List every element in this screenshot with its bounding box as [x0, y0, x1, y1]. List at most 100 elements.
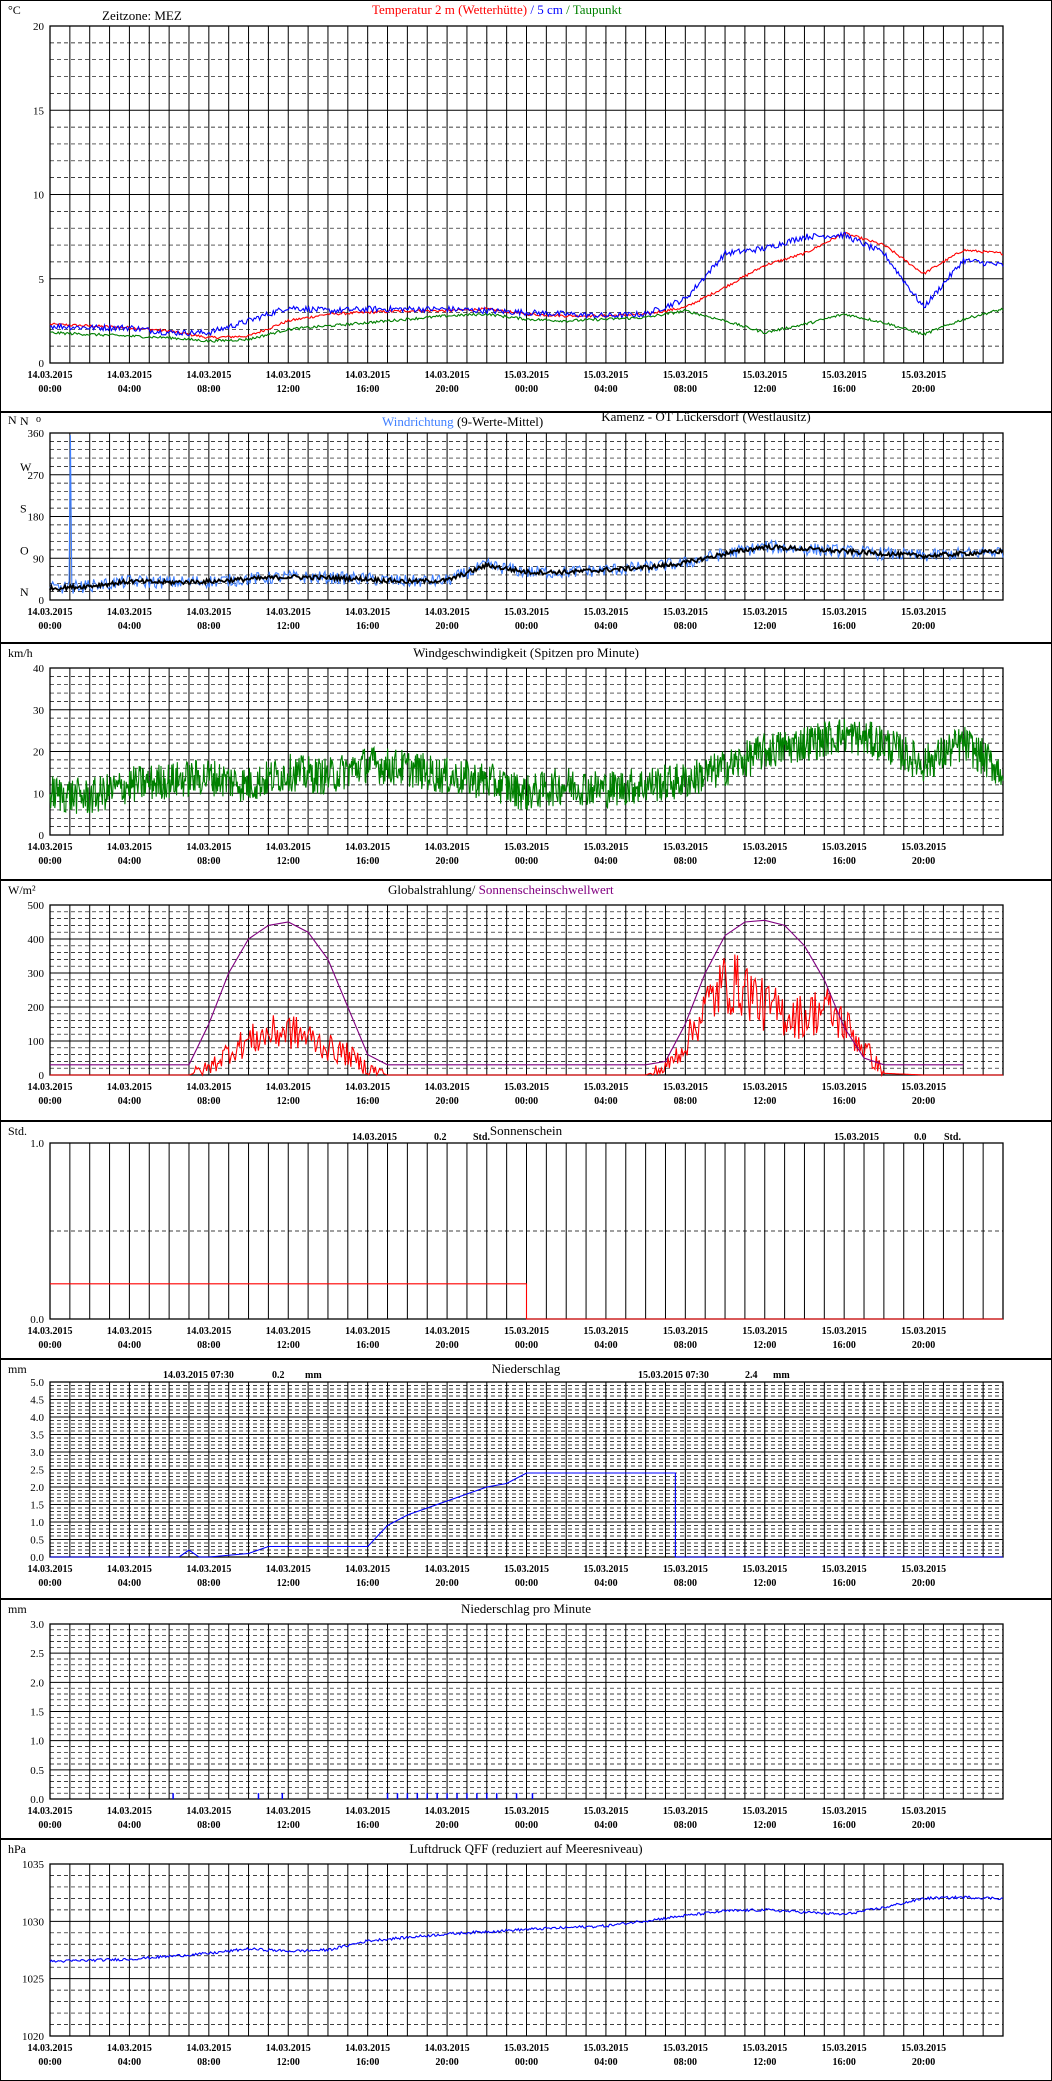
- series-line: [49, 1895, 1003, 1963]
- unit-label: N: [8, 413, 17, 427]
- x-tick-time: 08:00: [674, 856, 697, 867]
- x-tick-date: 15.03.2015: [663, 607, 708, 618]
- x-tick-date: 14.03.2015: [345, 1082, 390, 1093]
- x-tick-time: 08:00: [674, 1820, 697, 1831]
- x-tick-time: 20:00: [435, 2057, 458, 2068]
- y-tick-label: 0.0: [30, 1794, 44, 1806]
- x-tick-time: 12:00: [753, 1096, 776, 1107]
- y-tick-label: 5.0: [30, 1377, 44, 1389]
- series-line: [49, 307, 1004, 343]
- x-tick-date: 15.03.2015: [822, 2043, 867, 2054]
- x-tick-date: 14.03.2015: [28, 1806, 73, 1817]
- y-tick-label: 360: [28, 428, 45, 440]
- y-tick-label: 0.0: [30, 1552, 44, 1564]
- x-tick-time: 20:00: [435, 1820, 458, 1831]
- chart-title: Niederschlag pro Minute: [461, 1601, 591, 1616]
- x-tick-time: 20:00: [912, 1340, 935, 1351]
- y-tick-label: 1020: [22, 2031, 45, 2043]
- y-tick-label: 0: [39, 830, 45, 842]
- x-tick-time: 20:00: [435, 1096, 458, 1107]
- y-tick-label: 300: [28, 968, 45, 980]
- x-tick-date: 14.03.2015: [345, 2043, 390, 2054]
- unit-label: hPa: [8, 1842, 27, 1856]
- x-tick-time: 04:00: [594, 1340, 617, 1351]
- x-tick-time: 04:00: [118, 2057, 141, 2068]
- x-tick-time: 16:00: [832, 1096, 855, 1107]
- y-tick-label: 20: [33, 21, 45, 33]
- x-tick-date: 14.03.2015: [107, 1806, 152, 1817]
- chart-title: Windrichtung (9-Werte-Mittel): [382, 414, 543, 429]
- unit-label: mm: [8, 1602, 27, 1616]
- x-tick-time: 08:00: [197, 856, 220, 867]
- y-tick-label: 1035: [22, 1859, 45, 1871]
- x-tick-time: 12:00: [277, 384, 300, 395]
- x-tick-date: 14.03.2015: [107, 1326, 152, 1337]
- x-tick-date: 15.03.2015: [901, 2043, 946, 2054]
- chart-title: Windgeschwindigkeit (Spitzen pro Minute): [413, 645, 639, 660]
- direction-label: W: [20, 460, 32, 474]
- x-tick-time: 16:00: [832, 621, 855, 632]
- daily-total-value: 2.4: [745, 1370, 758, 1381]
- x-tick-time: 00:00: [38, 1340, 61, 1351]
- x-tick-date: 14.03.2015: [266, 2043, 311, 2054]
- x-tick-date: 15.03.2015: [504, 1806, 549, 1817]
- x-tick-time: 12:00: [277, 621, 300, 632]
- x-tick-time: 20:00: [912, 1096, 935, 1107]
- x-tick-date: 14.03.2015: [425, 842, 470, 853]
- x-tick-date: 15.03.2015: [901, 370, 946, 381]
- station-label: Kamenz - OT Lückersdorf (Westlausitz): [601, 409, 811, 424]
- x-tick-time: 04:00: [118, 384, 141, 395]
- x-tick-date: 15.03.2015: [583, 607, 628, 618]
- x-tick-time: 04:00: [594, 384, 617, 395]
- x-tick-time: 16:00: [356, 856, 379, 867]
- x-tick-time: 20:00: [912, 384, 935, 395]
- x-tick-date: 14.03.2015: [107, 842, 152, 853]
- daily-total-unit: Std.: [473, 1132, 490, 1143]
- y-tick-label: 1.5: [30, 1707, 44, 1719]
- x-tick-date: 14.03.2015: [425, 607, 470, 618]
- y-tick-label: 30: [33, 705, 45, 717]
- x-tick-time: 08:00: [674, 1096, 697, 1107]
- x-tick-date: 15.03.2015: [663, 1806, 708, 1817]
- x-tick-date: 14.03.2015: [345, 1326, 390, 1337]
- x-tick-time: 04:00: [594, 2057, 617, 2068]
- x-tick-time: 00:00: [38, 856, 61, 867]
- x-tick-date: 15.03.2015: [583, 1806, 628, 1817]
- y-tick-label: 1.0: [30, 1517, 44, 1529]
- x-tick-time: 16:00: [356, 1340, 379, 1351]
- x-tick-time: 12:00: [277, 1578, 300, 1589]
- x-tick-date: 15.03.2015: [742, 607, 787, 618]
- x-tick-date: 15.03.2015: [742, 1564, 787, 1575]
- y-tick-label: 3.0: [30, 1619, 44, 1631]
- x-tick-date: 15.03.2015: [742, 842, 787, 853]
- x-tick-time: 04:00: [118, 621, 141, 632]
- x-tick-time: 16:00: [832, 1340, 855, 1351]
- unit-label: km/h: [8, 646, 33, 660]
- x-tick-time: 04:00: [118, 1340, 141, 1351]
- x-tick-date: 14.03.2015: [28, 2043, 73, 2054]
- x-tick-date: 15.03.2015: [742, 370, 787, 381]
- x-tick-date: 14.03.2015: [266, 607, 311, 618]
- y-tick-label: 100: [28, 1036, 45, 1048]
- x-tick-date: 14.03.2015: [345, 607, 390, 618]
- x-tick-date: 15.03.2015: [742, 1806, 787, 1817]
- x-tick-date: 15.03.2015: [822, 1564, 867, 1575]
- direction-label: N: [20, 414, 29, 428]
- x-tick-date: 15.03.2015: [742, 2043, 787, 2054]
- x-tick-date: 15.03.2015: [822, 1806, 867, 1817]
- x-tick-date: 15.03.2015: [663, 2043, 708, 2054]
- x-tick-date: 14.03.2015: [345, 1806, 390, 1817]
- y-tick-label: 1.5: [30, 1500, 44, 1512]
- x-tick-date: 15.03.2015: [822, 1082, 867, 1093]
- x-tick-time: 08:00: [197, 621, 220, 632]
- x-tick-time: 20:00: [912, 2057, 935, 2068]
- plot-frame: [49, 432, 1004, 601]
- y-tick-label: 40: [33, 663, 45, 675]
- y-tick-label: 1025: [22, 1974, 45, 1986]
- x-tick-date: 15.03.2015: [583, 2043, 628, 2054]
- series-line: [49, 542, 1004, 593]
- x-tick-time: 00:00: [515, 1578, 538, 1589]
- plot-frame: [49, 1381, 1004, 1558]
- x-tick-date: 15.03.2015: [663, 1564, 708, 1575]
